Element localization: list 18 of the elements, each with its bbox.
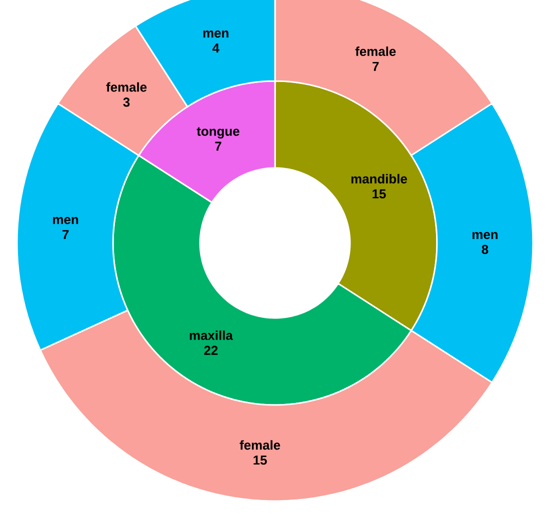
data-label: 4	[212, 44, 220, 52]
data-label: 15	[372, 189, 386, 198]
slice-label: female	[355, 46, 396, 56]
data-label: 7	[62, 230, 69, 239]
slice-label: female	[106, 82, 147, 92]
data-label: 22	[204, 346, 218, 355]
data-label: 8	[482, 244, 488, 254]
slice-label: tongue	[196, 127, 240, 138]
data-label: 7	[215, 142, 222, 151]
data-label: 15	[254, 456, 267, 465]
data-label: 3	[123, 98, 130, 107]
slice-label: maxilla	[190, 330, 233, 340]
slice-label: men	[472, 232, 498, 240]
slice-label: female	[240, 440, 280, 450]
slice-label: men	[53, 217, 78, 224]
data-label: 7	[372, 62, 379, 71]
slice-label: men	[203, 30, 228, 38]
slice-label: mandible	[351, 174, 407, 184]
